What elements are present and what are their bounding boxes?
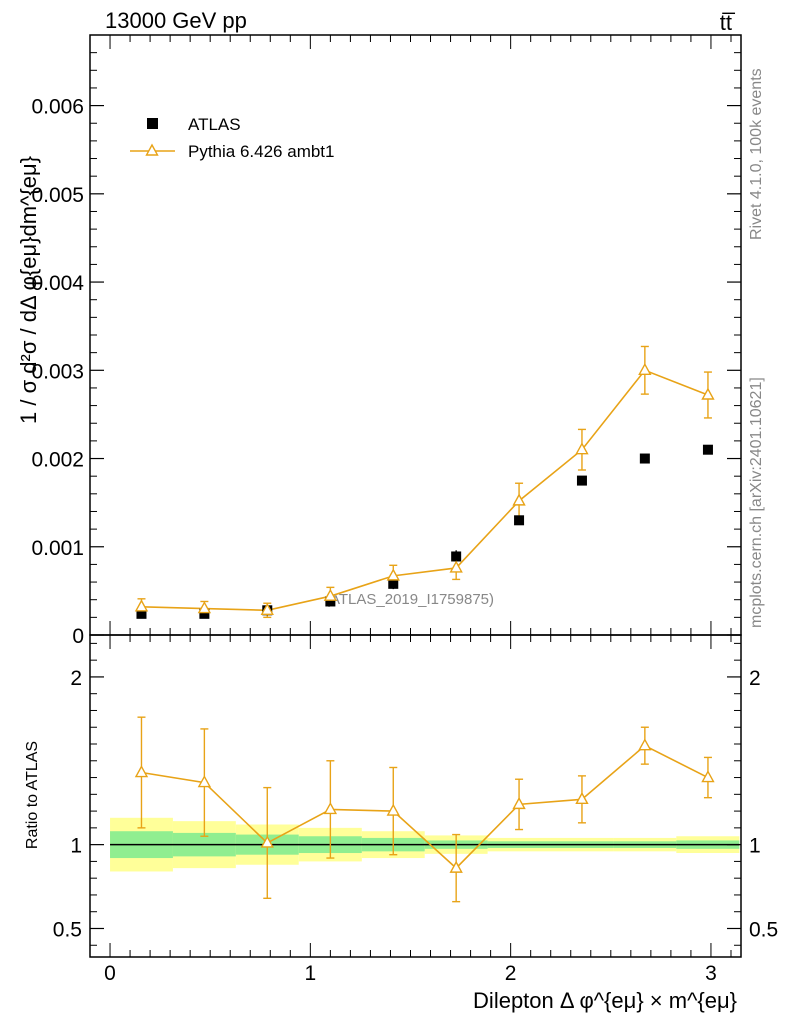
ratio-y-tick-label-right: 2: [749, 667, 761, 690]
data-point: [639, 453, 650, 464]
process-label: tt̅: [720, 10, 736, 35]
x-tick-label: 0: [104, 962, 116, 985]
ratio-frame: [89, 634, 742, 958]
ratio-y-tick-label-left: 1: [70, 835, 82, 858]
y-tick-label: 0.006: [31, 96, 84, 119]
legend-label-pythia: Pythia 6.426 ambt1: [188, 142, 334, 161]
x-tick-label: 3: [705, 962, 717, 985]
ratio-point: [449, 860, 463, 873]
ratio-y-tick-label-right: 0.5: [749, 918, 778, 941]
legend-marker-pythia: [145, 143, 159, 156]
mc-point: [386, 568, 400, 581]
mc-point: [575, 442, 589, 455]
source-label: mcplots.cern.ch [arXiv:2401.10621]: [748, 377, 765, 628]
mc-point: [638, 362, 652, 375]
data-point: [702, 444, 713, 455]
mc-point: [197, 601, 212, 614]
ratio-point: [638, 738, 652, 751]
ratio-point: [386, 803, 400, 816]
ratio-y-tick-label-left: 2: [70, 667, 82, 690]
ratio-y-axis-label: Ratio to ATLAS: [24, 741, 41, 849]
ratio-panel: 0.5 0.5 1 1 2 2 0 1 2 3 Ratio to ATLAS Dilepton Δ φ…: [24, 634, 778, 1013]
analysis-watermark: (ATLAS_2019_I1759875): [325, 591, 494, 608]
mc-point: [701, 387, 715, 400]
ratio-point: [575, 791, 589, 805]
mc-point: [134, 599, 149, 612]
mc-point: [323, 588, 338, 601]
main-y-axis-label: 1 / σ d²σ / dΔ φ{eμ}dm^{eμ}: [16, 156, 41, 424]
x-tick-label: 2: [505, 962, 517, 985]
data-point: [199, 608, 210, 619]
ratio-series-line: [141, 744, 709, 870]
ratio-point: [260, 835, 274, 848]
ratio-y-tick-label-left: 0.5: [53, 918, 82, 941]
ratio-point: [512, 796, 526, 810]
data-point: [451, 551, 462, 562]
data-point: [325, 596, 336, 607]
energy-label: 13000 GeV pp: [105, 8, 247, 33]
data-point: [576, 475, 587, 486]
main-panel: 0 0.001 0.002 0.003 0.004 0.005 0.006 1 / σ d²σ…: [16, 34, 742, 648]
ratio-point: [323, 801, 338, 815]
y-tick-label: 0.005: [31, 184, 84, 207]
mc-point: [512, 493, 526, 506]
data-point: [388, 578, 399, 589]
y-tick-label: 0.003: [31, 360, 84, 383]
y-tick-label: 0.001: [31, 537, 84, 560]
y-tick-label: 0: [72, 625, 84, 648]
legend-label-atlas: ATLAS: [188, 115, 241, 134]
x-tick-label: 1: [304, 962, 316, 985]
mc-series-line: [141, 369, 709, 612]
ratio-point: [701, 770, 715, 783]
mc-point: [260, 602, 274, 615]
rivet-label: Rivet 4.1.0, 100k events: [748, 68, 765, 240]
y-tick-label: 0.002: [31, 449, 84, 472]
ratio-point: [134, 765, 149, 778]
ratio-point: [197, 775, 212, 788]
y-tick-label: 0.004: [31, 272, 84, 295]
mc-point: [449, 560, 463, 573]
ratio-y-tick-label-right: 1: [749, 835, 761, 858]
data-point: [514, 515, 525, 526]
x-axis-label: Dilepton Δ φ^{eμ} × m^{eμ}: [473, 988, 737, 1013]
data-point: [136, 608, 147, 619]
legend-marker-atlas: [147, 118, 158, 129]
